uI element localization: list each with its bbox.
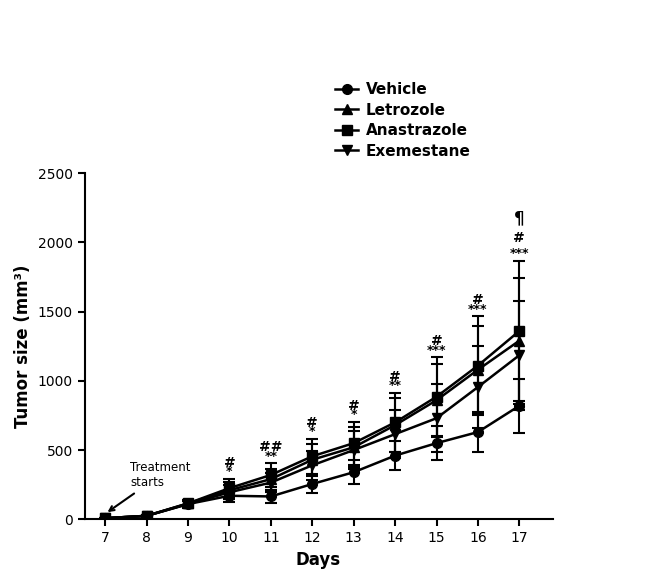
Y-axis label: Tumor size (mm³): Tumor size (mm³) xyxy=(14,264,32,428)
X-axis label: Days: Days xyxy=(296,550,341,569)
Text: *: * xyxy=(309,425,315,439)
Text: #: # xyxy=(306,416,318,430)
Text: *: * xyxy=(350,408,357,421)
Text: ***: *** xyxy=(510,246,529,260)
Text: **: ** xyxy=(389,379,402,392)
Text: ***: *** xyxy=(468,303,488,316)
Text: ¶: ¶ xyxy=(514,210,525,228)
Text: *: * xyxy=(226,466,233,478)
Legend: Vehicle, Letrozole, Anastrazole, Exemestane: Vehicle, Letrozole, Anastrazole, Exemest… xyxy=(335,83,471,159)
Text: #: # xyxy=(348,399,359,413)
Text: #: # xyxy=(472,294,484,308)
Text: Treatment
starts: Treatment starts xyxy=(109,461,190,511)
Text: ***: *** xyxy=(427,343,447,357)
Text: #: # xyxy=(389,370,401,384)
Text: ##: ## xyxy=(259,440,283,454)
Text: #: # xyxy=(431,334,443,349)
Text: #: # xyxy=(224,456,235,470)
Text: #: # xyxy=(514,231,525,245)
Text: **: ** xyxy=(265,449,278,463)
